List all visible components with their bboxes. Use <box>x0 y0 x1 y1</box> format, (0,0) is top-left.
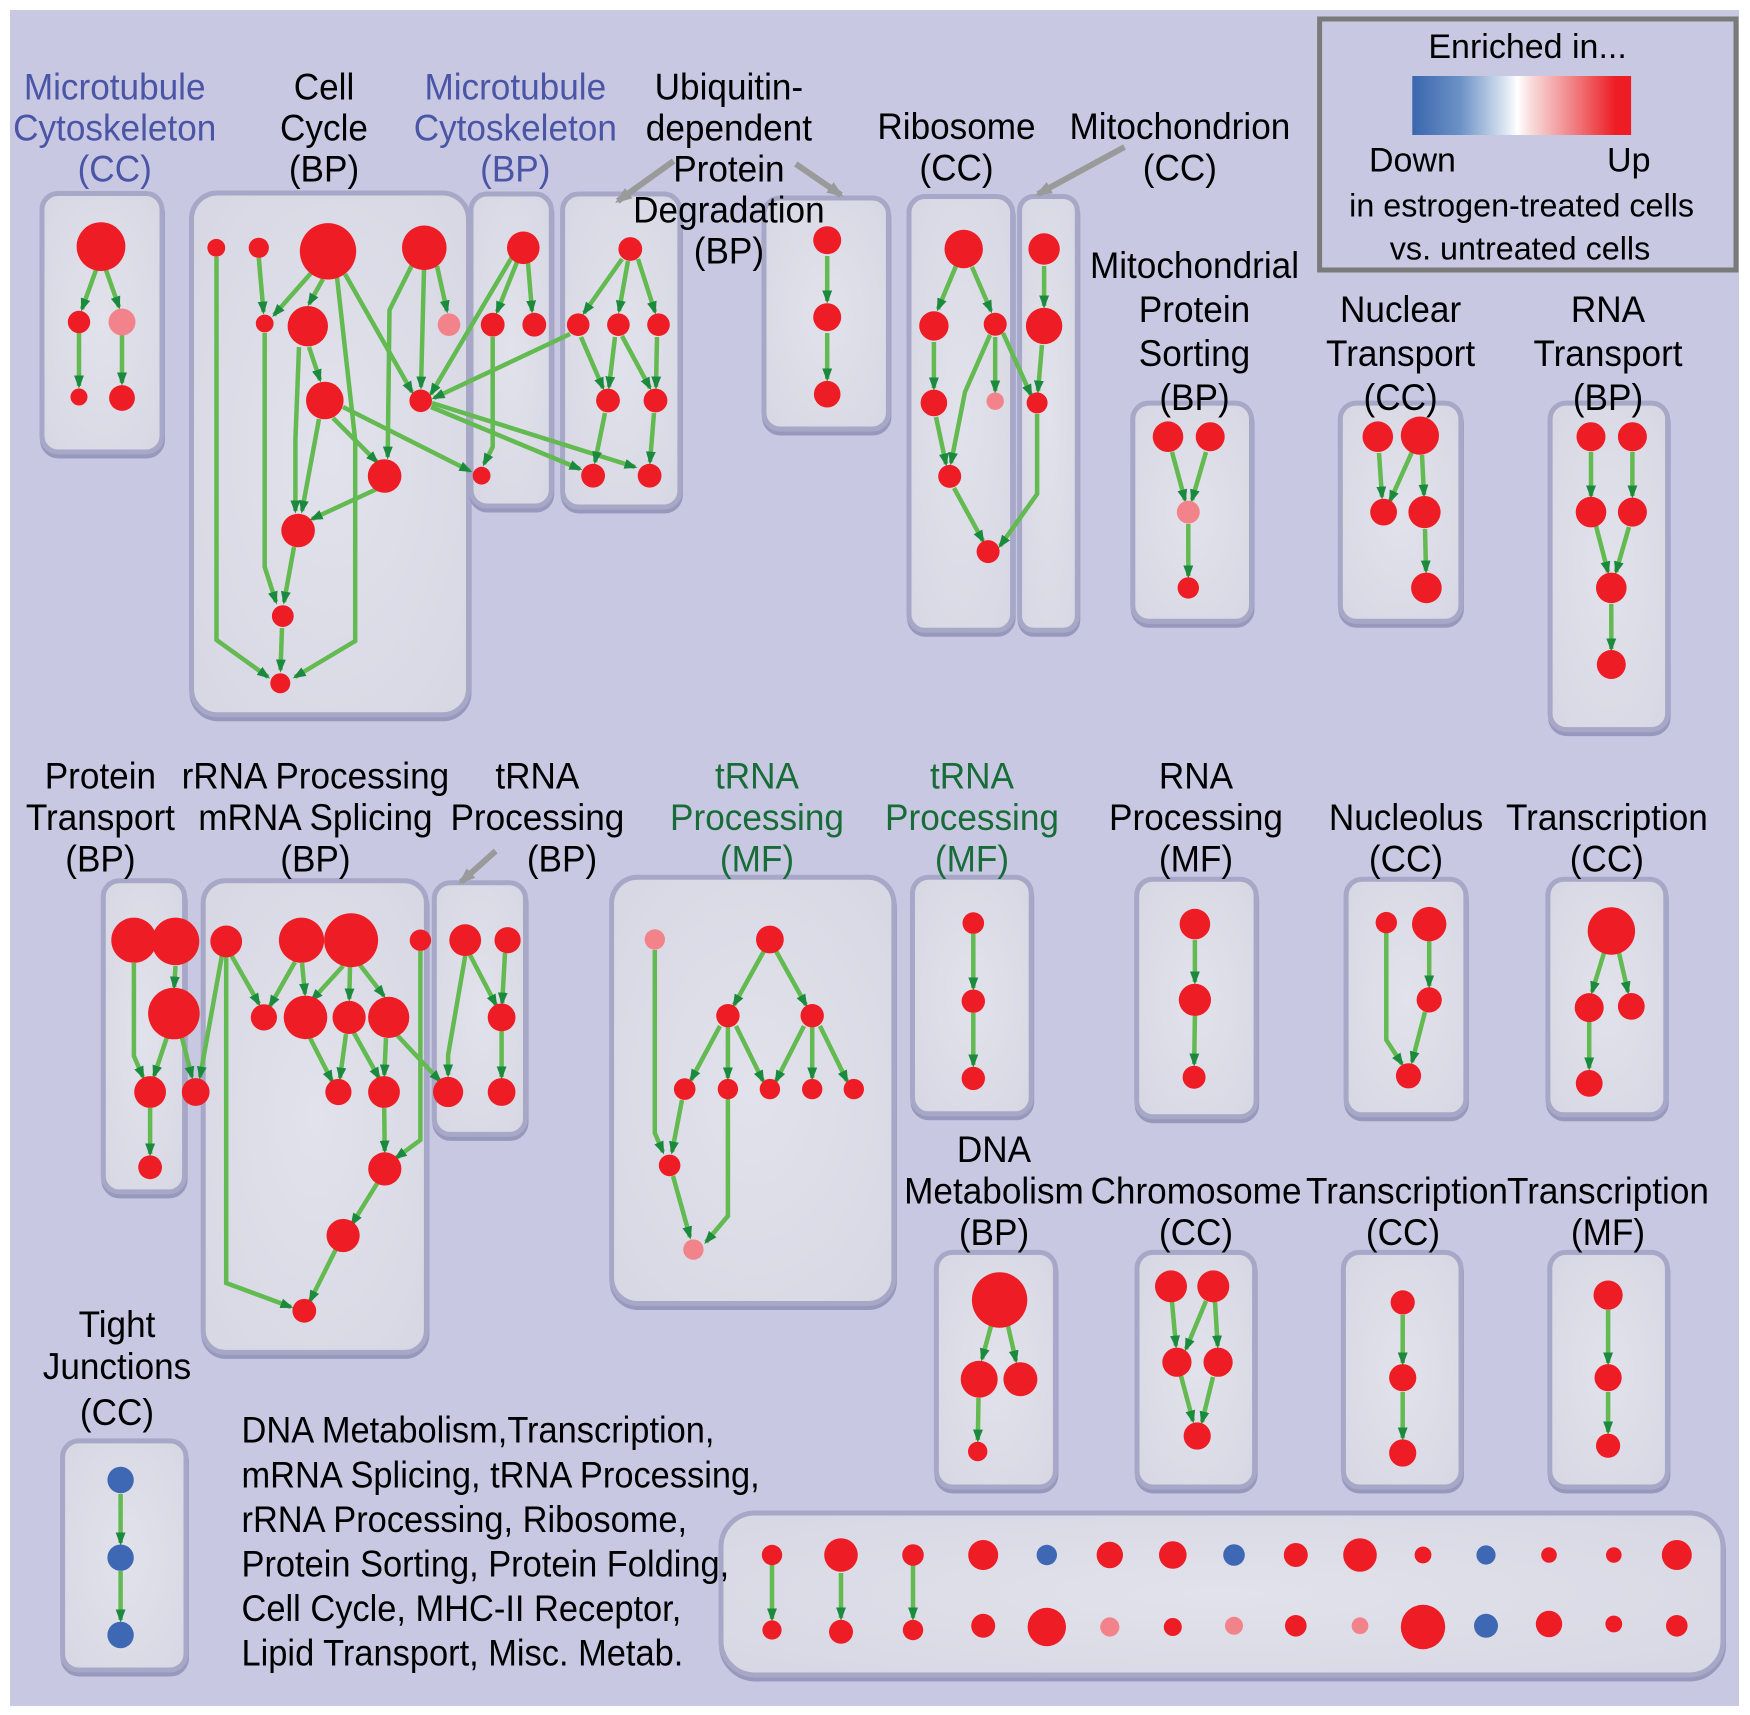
svg-text:Processing: Processing <box>885 797 1059 838</box>
svg-text:Up: Up <box>1607 142 1651 180</box>
svg-text:(MF): (MF) <box>1159 839 1233 880</box>
svg-text:(MF): (MF) <box>1571 1212 1645 1253</box>
svg-text:(BP): (BP) <box>527 839 597 880</box>
svg-text:Ubiquitin-: Ubiquitin- <box>655 67 804 108</box>
svg-text:Sorting: Sorting <box>1139 333 1250 374</box>
svg-text:Cell: Cell <box>294 67 355 108</box>
svg-text:(CC): (CC) <box>78 149 152 190</box>
svg-text:Protein: Protein <box>45 756 156 797</box>
svg-text:Processing: Processing <box>1109 797 1283 838</box>
svg-text:Microtubule: Microtubule <box>24 67 206 108</box>
svg-text:(BP): (BP) <box>1573 377 1643 418</box>
svg-text:rRNA Processing: rRNA Processing <box>182 756 450 797</box>
svg-text:Cell Cycle, MHC-II Receptor,: Cell Cycle, MHC-II Receptor, <box>242 1588 682 1629</box>
svg-text:Enriched in...: Enriched in... <box>1428 28 1626 66</box>
svg-text:dependent: dependent <box>646 108 813 149</box>
svg-text:Transport: Transport <box>1533 333 1683 374</box>
svg-text:tRNA: tRNA <box>495 756 579 797</box>
svg-text:Transport: Transport <box>1326 333 1476 374</box>
svg-text:(CC): (CC) <box>1366 1212 1440 1253</box>
svg-text:tRNA: tRNA <box>715 756 799 797</box>
svg-text:(CC): (CC) <box>1570 839 1644 880</box>
svg-text:Metabolism: Metabolism <box>904 1171 1084 1212</box>
svg-text:(CC): (CC) <box>80 1392 154 1433</box>
svg-text:in estrogen-treated cells: in estrogen-treated cells <box>1349 188 1694 224</box>
svg-text:Nuclear: Nuclear <box>1340 289 1461 330</box>
svg-text:Chromosome: Chromosome <box>1091 1171 1302 1212</box>
svg-text:mRNA Splicing: mRNA Splicing <box>198 797 432 838</box>
svg-text:Down: Down <box>1369 142 1456 180</box>
svg-text:mRNA Splicing, tRNA Processing: mRNA Splicing, tRNA Processing, <box>242 1454 760 1495</box>
svg-text:Mitochondrion: Mitochondrion <box>1070 106 1291 147</box>
svg-text:Ribosome: Ribosome <box>877 106 1035 147</box>
svg-text:(CC): (CC) <box>1369 839 1443 880</box>
svg-text:(BP): (BP) <box>694 231 764 272</box>
svg-text:(CC): (CC) <box>1364 377 1438 418</box>
svg-text:rRNA Processing, Ribosome,: rRNA Processing, Ribosome, <box>242 1499 688 1540</box>
svg-text:(BP): (BP) <box>65 839 135 880</box>
svg-text:Degradation: Degradation <box>633 190 825 231</box>
svg-text:Microtubule: Microtubule <box>424 67 606 108</box>
svg-text:Junctions: Junctions <box>43 1346 192 1387</box>
svg-text:(MF): (MF) <box>935 839 1009 880</box>
svg-text:Processing: Processing <box>670 797 844 838</box>
svg-text:(MF): (MF) <box>720 839 794 880</box>
svg-text:Mitochondrial: Mitochondrial <box>1090 245 1299 286</box>
svg-text:Transcription: Transcription <box>1306 1171 1508 1212</box>
svg-text:(BP): (BP) <box>959 1212 1029 1253</box>
svg-text:Transcription: Transcription <box>1506 797 1708 838</box>
svg-text:(BP): (BP) <box>1159 377 1229 418</box>
svg-text:(CC): (CC) <box>1143 148 1217 189</box>
svg-text:RNA: RNA <box>1159 756 1233 797</box>
svg-text:Cytoskeleton: Cytoskeleton <box>414 108 617 149</box>
svg-text:vs. untreated cells: vs. untreated cells <box>1390 231 1651 267</box>
svg-text:Transport: Transport <box>26 797 176 838</box>
svg-text:Protein: Protein <box>1139 289 1250 330</box>
svg-text:(CC): (CC) <box>1159 1212 1233 1253</box>
svg-text:Cycle: Cycle <box>280 108 368 149</box>
svg-text:(BP): (BP) <box>280 839 350 880</box>
svg-text:Cytoskeleton: Cytoskeleton <box>13 108 216 149</box>
svg-text:Nucleolus: Nucleolus <box>1329 797 1483 838</box>
svg-text:Tight: Tight <box>79 1304 156 1345</box>
svg-text:DNA Metabolism,Transcription,: DNA Metabolism,Transcription, <box>242 1410 715 1451</box>
svg-text:RNA: RNA <box>1571 289 1645 330</box>
svg-text:(BP): (BP) <box>289 149 359 190</box>
svg-text:Transcription: Transcription <box>1507 1171 1709 1212</box>
svg-text:Protein: Protein <box>673 149 784 190</box>
svg-text:DNA: DNA <box>957 1129 1031 1170</box>
svg-text:(BP): (BP) <box>480 149 550 190</box>
svg-text:Lipid Transport, Misc. Metab.: Lipid Transport, Misc. Metab. <box>242 1633 684 1674</box>
svg-text:(CC): (CC) <box>919 148 993 189</box>
svg-text:Processing: Processing <box>450 797 624 838</box>
svg-text:tRNA: tRNA <box>930 756 1014 797</box>
svg-text:Protein Sorting, Protein Foldi: Protein Sorting, Protein Folding, <box>242 1544 730 1585</box>
